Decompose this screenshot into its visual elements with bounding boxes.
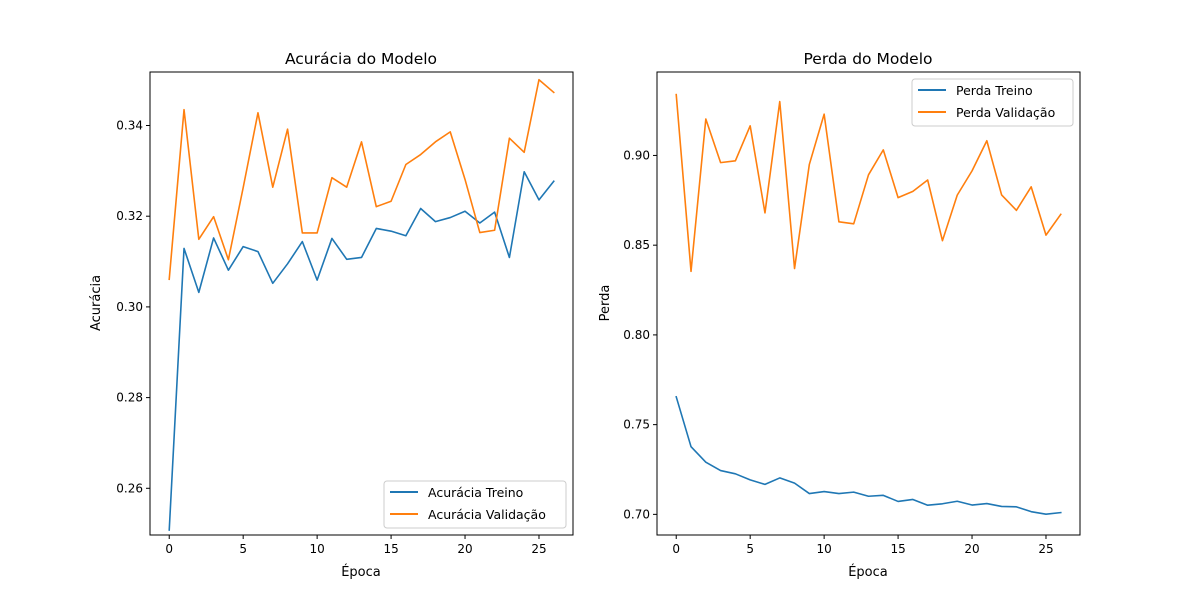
ticks: 0 5 10 15 20 25 0.70 0.75 0.80 0.85 0.90: [623, 148, 1053, 556]
axes-frame: [656, 71, 1081, 536]
x-tick-label: 25: [1038, 542, 1053, 556]
x-tick-label: 10: [309, 542, 324, 556]
y-tick-label: 0.28: [116, 391, 143, 405]
y-axis-label: Perda: [598, 285, 613, 322]
legend-box: [911, 78, 1074, 127]
plot-lines: [168, 78, 555, 531]
series-line-treino: [168, 170, 555, 531]
y-tick-label: 0.26: [116, 481, 143, 495]
y-tick-label: 0.30: [116, 300, 143, 314]
y-tick-label: 0.32: [116, 209, 143, 223]
x-tick-label: 20: [964, 542, 979, 556]
loss-chart: Perda do Modelo Época Perda 0 5 10 15 20 25 0.…: [598, 50, 1081, 580]
x-tick-label: 5: [746, 542, 754, 556]
legend: Acurácia Treino Acurácia Validação: [383, 480, 567, 529]
y-axis-label: Acurácia: [89, 275, 104, 331]
x-tick-label: 20: [457, 542, 472, 556]
chart-title: Acurácia do Modelo: [285, 50, 437, 68]
ticks: 0 5 10 15 20 25 0.26 0.28 0.30 0.32 0.34: [116, 119, 546, 556]
x-tick-label: 5: [239, 542, 247, 556]
plot-lines: [675, 93, 1062, 515]
x-tick-label: 15: [383, 542, 398, 556]
x-tick-label: 15: [890, 542, 905, 556]
x-axis-label: Época: [341, 564, 381, 580]
x-axis-label: Época: [848, 564, 888, 580]
legend-label-validacao: Perda Validação: [956, 105, 1055, 120]
axes-frame: [149, 71, 574, 536]
x-tick-label: 0: [165, 542, 173, 556]
accuracy-chart: Acurácia do Modelo Época Acurácia 0 5 10 15…: [89, 50, 574, 580]
legend-box: [383, 480, 567, 529]
legend-label-validacao: Acurácia Validação: [428, 507, 546, 522]
x-tick-label: 0: [672, 542, 680, 556]
legend-label-treino: Acurácia Treino: [428, 485, 523, 500]
x-tick-label: 10: [816, 542, 831, 556]
series-line-validacao: [675, 93, 1062, 273]
y-tick-label: 0.80: [623, 328, 650, 342]
y-tick-label: 0.85: [623, 238, 650, 252]
y-tick-label: 0.90: [623, 148, 650, 162]
x-tick-label: 25: [531, 542, 546, 556]
series-line-validacao: [168, 78, 555, 281]
y-tick-label: 0.70: [623, 507, 650, 521]
y-tick-label: 0.75: [623, 418, 650, 432]
legend: Perda Treino Perda Validação: [911, 78, 1074, 127]
chart-title: Perda do Modelo: [804, 50, 933, 68]
legend-label-treino: Perda Treino: [956, 83, 1033, 98]
y-tick-label: 0.34: [116, 119, 143, 133]
series-line-treino: [675, 395, 1062, 515]
